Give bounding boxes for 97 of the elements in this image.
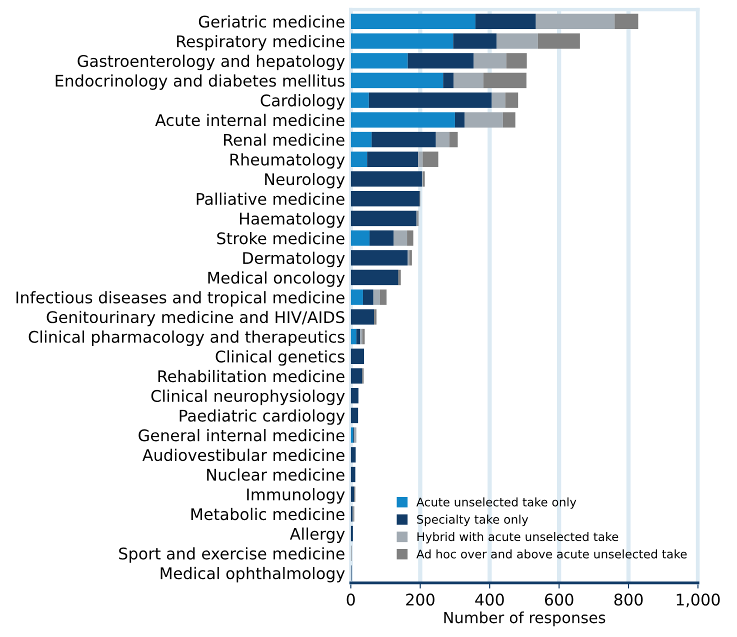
bar [350,309,374,325]
bar [350,408,358,424]
bar [496,33,538,49]
bar [350,447,356,462]
bar [350,14,476,30]
bar [408,53,474,68]
y-tick-label: Renal medicine [224,134,344,146]
bar [398,270,401,286]
x-tick-label: 400 [475,594,504,606]
y-tick-label: Allergy [290,528,345,543]
bar [350,368,362,384]
bar [449,132,458,148]
bar [362,290,374,305]
bar [350,92,369,108]
y-tick-label: Neurology [265,172,345,188]
bar [350,290,363,305]
bar [356,328,360,344]
bar [350,152,368,167]
x-tick-label: 0 [346,594,355,606]
bar [370,230,394,246]
bar [350,250,408,266]
y-tick-label: Stroke medicine [217,232,344,244]
bar [422,152,438,167]
bar [350,348,364,364]
y-tick-label: Cardiology [260,94,345,110]
y-tick-label: Genitourinary medicine and HIV/AIDS [46,310,344,326]
y-tick-label: Sport and exercise medicine [119,547,344,563]
bar [409,250,412,266]
bar [502,112,516,128]
x-tick-label: 800 [614,594,643,606]
y-tick-label: Geriatric medicine [198,15,344,28]
bar [492,92,506,108]
bar [350,466,356,482]
bar [380,290,387,305]
bar [350,210,416,226]
y-tick-label: General internal medicine [138,429,344,442]
y-tick-label: Infectious diseases and tropical medicine [16,291,344,307]
y-tick-label: Gastroenterology and hepatology [78,54,345,70]
bar [373,290,380,305]
legend-label: Specialty take only [417,514,528,526]
bar [474,53,506,68]
bar [436,132,450,148]
bar [350,486,354,502]
y-tick-label: Metabolic medicine [191,508,344,520]
bar [464,112,503,128]
y-tick-label: Audiovestibular medicine [142,448,344,462]
x-tick-label: 600 [544,594,574,606]
y-tick-label: Immunology [247,488,345,504]
bar [443,72,454,88]
bar [367,152,418,167]
bar [350,53,408,68]
bar [368,92,492,108]
bar [506,53,527,68]
y-tick-label: Medical ophthalmology [160,566,345,582]
legend-label: Hybrid with acute unselected take [417,532,618,544]
bar [394,230,408,246]
bar [350,230,370,246]
bar [350,191,420,206]
bar [350,112,455,128]
x-tick-label: 200 [406,594,434,606]
bar [350,388,358,404]
bar [475,14,536,30]
y-tick-label: Rheumatology [230,153,345,169]
y-tick-label: Nuclear medicine [207,468,344,481]
bar [350,328,356,344]
y-tick-label: Dermatology [243,252,345,268]
legend-label: Ad hoc over and above acute unselected take [416,549,687,558]
y-tick-label: Clinical genetics [216,350,344,366]
bar [350,132,372,148]
bar [418,152,423,167]
y-tick-label: Rehabilitation medicine [158,370,344,382]
x-tick-label: 1,000 [676,594,720,608]
bar [350,72,444,88]
y-tick-label: Clinical neurophysiology [151,390,345,406]
y-tick-label: Endocrinology and diabetes mellitus [56,74,344,90]
bar [505,92,518,108]
bar [614,14,638,30]
bar [453,33,497,49]
y-tick-label: Clinical pharmacology and therapeutics [28,330,344,346]
legend-label: Acute unselected take only [416,497,576,509]
y-tick-label: Medical oncology [208,271,345,287]
y-tick-label: Acute internal medicine [155,114,344,126]
bar [350,171,422,187]
bar [536,14,615,30]
bar [407,230,414,246]
bar [483,72,526,88]
y-tick-label: Paediatric cardiology [180,409,345,425]
x-axis-title: Number of responses [444,612,606,626]
bar [538,33,580,49]
y-tick-label: Palliative medicine [196,192,344,205]
bar [454,112,465,128]
bar [372,132,436,148]
bar [350,270,398,286]
y-tick-label: Respiratory medicine [177,35,344,50]
bar [350,33,454,49]
y-tick-label: Haematology [240,212,345,228]
bar [454,72,484,88]
